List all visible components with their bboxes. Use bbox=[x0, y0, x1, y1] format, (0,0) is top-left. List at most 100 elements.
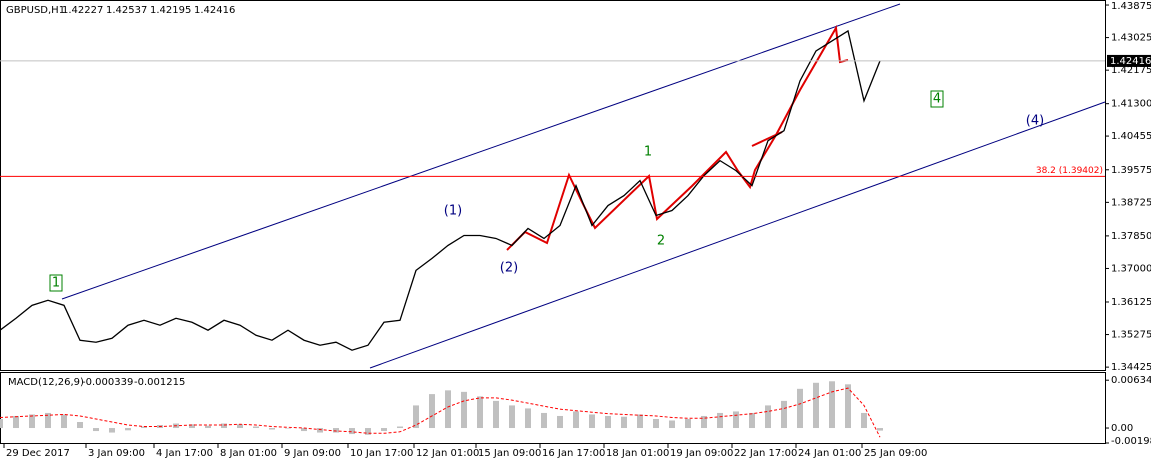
macd-bar bbox=[237, 424, 243, 429]
ohlc-value: 1.42537 bbox=[106, 5, 147, 16]
signal-line bbox=[0, 387, 881, 438]
price-line bbox=[0, 29, 881, 351]
y-tick-label: 1.41300 bbox=[1111, 99, 1151, 110]
macd-bar bbox=[429, 394, 435, 429]
indicator-value: -0.000339 bbox=[82, 377, 133, 388]
wave-label: 2 bbox=[657, 234, 665, 249]
macd-bar bbox=[573, 411, 579, 429]
y-tick-label: 1.37850 bbox=[1111, 231, 1151, 242]
macd-bar bbox=[381, 428, 387, 432]
ohlc-value: 1.42227 bbox=[62, 5, 103, 16]
macd-bar bbox=[109, 428, 115, 433]
macd-bar bbox=[269, 428, 275, 430]
y-tick-label: 1.43025 bbox=[1111, 33, 1151, 44]
y-tick-label: -0.001986 bbox=[1111, 436, 1151, 447]
y-tick-label: 1.39575 bbox=[1111, 165, 1151, 176]
macd-bar bbox=[61, 414, 67, 429]
indicator-title: MACD(12,26,9) bbox=[8, 377, 84, 388]
macd-bar bbox=[253, 426, 259, 429]
x-tick-label: 15 Jan 09:00 bbox=[478, 448, 541, 459]
macd-bar bbox=[29, 414, 35, 429]
macd-bar bbox=[637, 414, 643, 429]
macd-bar bbox=[445, 390, 451, 429]
macd-bar bbox=[621, 416, 627, 429]
macd-bar bbox=[845, 384, 851, 429]
symbol-title: GBPUSD,H1 bbox=[6, 5, 65, 16]
y-tick-label: 1.35275 bbox=[1111, 330, 1151, 341]
wave-label: (1) bbox=[444, 204, 462, 219]
macd-bar bbox=[77, 421, 83, 429]
macd-bar bbox=[125, 428, 131, 431]
macd-bar bbox=[365, 428, 371, 435]
ohlc-value: 1.42195 bbox=[150, 5, 191, 16]
macd-bar bbox=[477, 396, 483, 429]
macd-bar bbox=[397, 426, 403, 429]
y-tick-label: 0.006345 bbox=[1111, 375, 1151, 386]
wave-label: 4 bbox=[933, 92, 941, 107]
x-tick-label: 19 Jan 09:00 bbox=[670, 448, 733, 459]
macd-bar bbox=[781, 400, 787, 429]
wave-box bbox=[930, 90, 944, 108]
wave-label: (2) bbox=[500, 261, 518, 276]
macd-bar bbox=[13, 415, 19, 429]
macd-bar bbox=[557, 415, 563, 429]
macd-bar bbox=[669, 420, 675, 429]
macd-bar bbox=[589, 414, 595, 429]
y-tick-label: 1.37000 bbox=[1111, 263, 1151, 274]
macd-bar bbox=[493, 400, 499, 429]
macd-bar bbox=[541, 412, 547, 429]
wave-lines bbox=[506, 24, 849, 251]
macd-bar bbox=[413, 405, 419, 429]
macd-bar bbox=[717, 412, 723, 429]
current-price-label: 1.42416 bbox=[1110, 56, 1151, 67]
wave-label: (4) bbox=[1026, 114, 1044, 129]
macd-bar bbox=[605, 415, 611, 429]
x-tick-label: 24 Jan 01:00 bbox=[798, 448, 861, 459]
macd-bar bbox=[813, 382, 819, 429]
x-tick-label: 8 Jan 01:00 bbox=[220, 448, 277, 459]
y-tick-label: 0.00 bbox=[1111, 423, 1133, 434]
macd-bar bbox=[525, 408, 531, 429]
y-tick-label: 1.43875 bbox=[1111, 1, 1151, 12]
x-tick-label: 4 Jan 17:00 bbox=[156, 448, 213, 459]
channel-lower bbox=[369, 101, 1106, 369]
macd-bar bbox=[877, 428, 883, 431]
x-tick-label: 22 Jan 17:00 bbox=[734, 448, 797, 459]
macd-bar bbox=[765, 405, 771, 429]
x-tick-label: 3 Jan 09:00 bbox=[88, 448, 145, 459]
y-tick-label: 1.42175 bbox=[1111, 65, 1151, 76]
wave-label: 1 bbox=[644, 145, 652, 160]
x-tick-label: 12 Jan 01:00 bbox=[416, 448, 479, 459]
macd-bar bbox=[317, 428, 323, 433]
x-tick-label: 16 Jan 17:00 bbox=[542, 448, 605, 459]
fibo-label: 38.2 (1.39402) bbox=[1036, 166, 1103, 176]
indicator-value: -0.001215 bbox=[134, 377, 185, 388]
wave-label: 1 bbox=[52, 276, 60, 291]
x-tick-label: 10 Jan 17:00 bbox=[350, 448, 413, 459]
macd-bar bbox=[0, 418, 3, 429]
current-price-box bbox=[1107, 54, 1151, 67]
macd-bar bbox=[285, 428, 291, 429]
x-tick-label: 29 Dec 2017 bbox=[6, 448, 70, 459]
macd-bar bbox=[349, 428, 355, 435]
macd-bar bbox=[45, 412, 51, 429]
macd-bar bbox=[749, 412, 755, 429]
macd-bar bbox=[141, 426, 147, 429]
macd-bar bbox=[333, 428, 339, 433]
macd-bar bbox=[829, 381, 835, 429]
macd-bar bbox=[461, 391, 467, 429]
macd-bar bbox=[701, 415, 707, 429]
y-tick-label: 1.40455 bbox=[1111, 131, 1151, 142]
macd-bar bbox=[93, 428, 99, 432]
y-tick-label: 1.34425 bbox=[1111, 362, 1151, 373]
price-panel bbox=[0, 0, 1106, 371]
macd-bar bbox=[189, 424, 195, 429]
x-tick-label: 18 Jan 01:00 bbox=[606, 448, 669, 459]
macd-bar bbox=[861, 412, 867, 429]
macd-bar bbox=[509, 405, 515, 429]
macd-bar bbox=[301, 428, 307, 432]
macd-bar bbox=[205, 425, 211, 429]
y-tick-label: 1.36125 bbox=[1111, 297, 1151, 308]
x-tick-label: 25 Jan 09:00 bbox=[864, 448, 927, 459]
